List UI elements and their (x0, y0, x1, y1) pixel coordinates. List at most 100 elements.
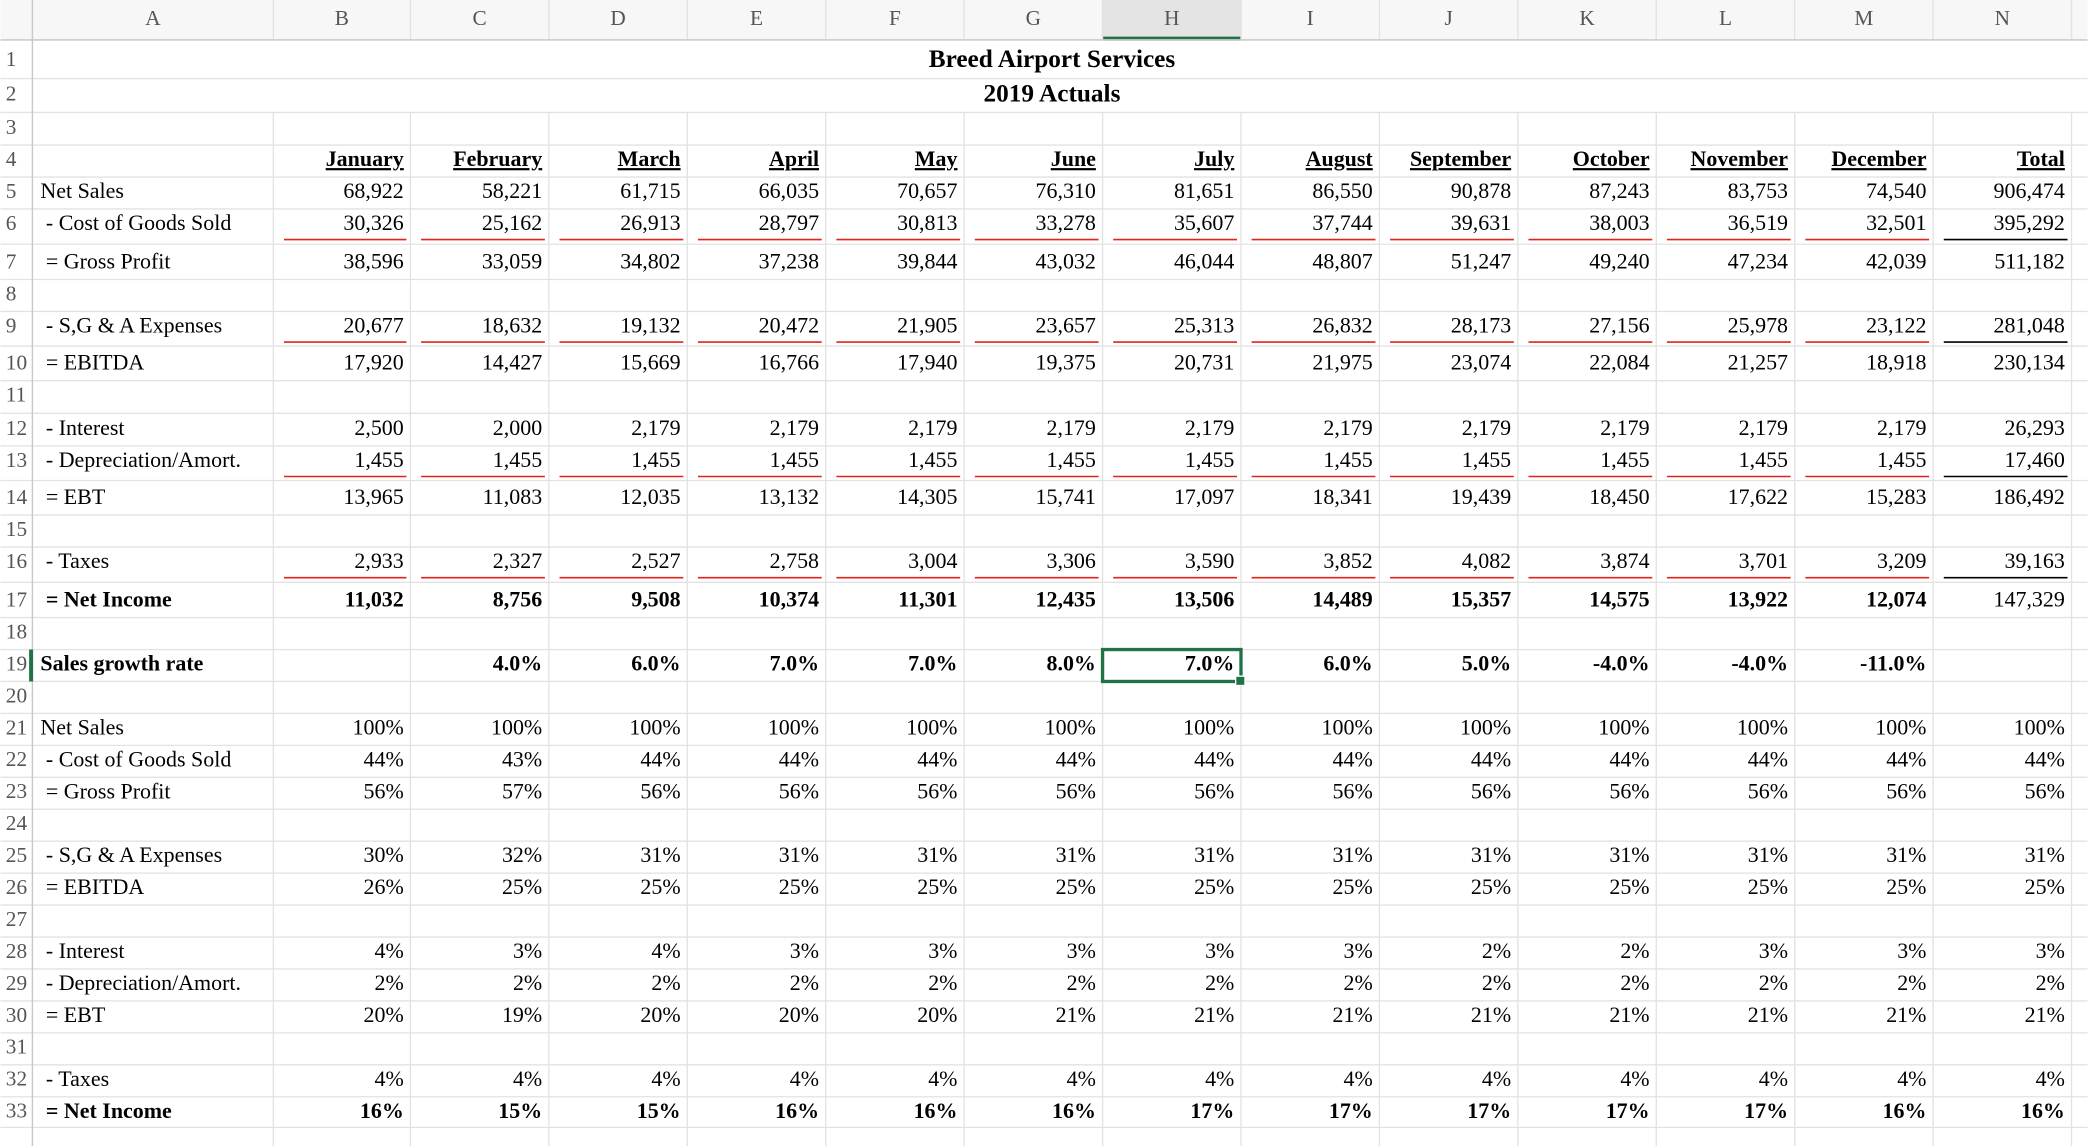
cell-value: 30,813 (897, 210, 957, 235)
cell-value: 21% (1194, 1002, 1234, 1027)
cell-value: 25% (1194, 874, 1234, 899)
cell-value: 9,508 (631, 587, 680, 612)
cell-value: 31% (1471, 842, 1511, 867)
cell-value: 4% (2036, 1066, 2065, 1091)
cell-value: 15,357 (1451, 587, 1511, 612)
cell-value: 100% (1737, 714, 1788, 739)
cell-value: 14,575 (1589, 587, 1649, 612)
cell-value: 100% (1045, 714, 1096, 739)
cell-value: 43,032 (1036, 249, 1096, 274)
cell-value: 25,162 (482, 210, 542, 235)
cell-value: 3% (2036, 938, 2065, 963)
column-header: D (610, 6, 625, 30)
cell-value: 43% (502, 746, 542, 771)
cell-value: 2% (790, 970, 819, 995)
cell-value: 2,527 (631, 548, 680, 573)
cell-value: 2% (1482, 970, 1511, 995)
cell-value: 39,163 (2005, 548, 2065, 573)
cell-value: 14,427 (482, 350, 542, 375)
row-label: Sales growth rate (40, 651, 203, 676)
cell-value: 2,000 (493, 415, 542, 440)
cell-value: 2,500 (354, 415, 403, 440)
cell-value: 37,744 (1312, 210, 1372, 235)
cell-value: 25% (779, 874, 819, 899)
cell-value: 3% (1067, 938, 1096, 963)
cell-value: 3,306 (1047, 548, 1096, 573)
row-number: 23 (6, 779, 27, 803)
cell-value: 3,852 (1323, 548, 1372, 573)
sheet-subtitle: 2019 Actuals (984, 80, 1121, 108)
row-number: 7 (6, 249, 17, 273)
row-number: 8 (6, 281, 17, 305)
cell-value: 17,940 (897, 350, 957, 375)
cell-value: 32% (502, 842, 542, 867)
row-label: - Interest (40, 415, 124, 440)
cell-value: 1,455 (1462, 447, 1511, 472)
cell-value: 100% (353, 714, 404, 739)
cell-value: 11,083 (483, 484, 543, 509)
cell-value: 7.0% (770, 651, 819, 676)
cell-value: 3% (1343, 938, 1372, 963)
cell-value: 6.0% (1323, 651, 1372, 676)
cell-value: 33,278 (1036, 210, 1096, 235)
cell-value: 25,978 (1728, 312, 1788, 337)
cell-value: 15,741 (1036, 484, 1096, 509)
row-number: 14 (6, 485, 28, 509)
cell-value: 11,301 (898, 587, 957, 612)
cell-value: 16,766 (759, 350, 819, 375)
cell-value: 17% (1744, 1098, 1788, 1123)
cell-value: 100% (906, 714, 957, 739)
cell-value: 15,283 (1866, 484, 1926, 509)
cell-value: 31% (1194, 842, 1234, 867)
cell-value: 281,048 (1994, 312, 2065, 337)
cell-value: 25,313 (1174, 312, 1234, 337)
cell-value: 17,097 (1174, 484, 1234, 509)
row-number: 31 (6, 1035, 27, 1059)
cell-value: 3% (928, 938, 957, 963)
cell-value: 4,082 (1462, 548, 1511, 573)
cell-value: 18,341 (1312, 484, 1372, 509)
column-header: E (750, 6, 763, 30)
cell-value: 3,209 (1877, 548, 1926, 573)
cell-value: 44% (1748, 746, 1788, 771)
cell-value: 1,455 (1877, 447, 1926, 472)
row-number: 3 (6, 115, 17, 139)
cell-value: 35,607 (1174, 210, 1234, 235)
cell-value: 3,701 (1739, 548, 1788, 573)
active-column-header (1102, 0, 1241, 40)
cell-value: 2,179 (1877, 415, 1926, 440)
cell-value: 2,327 (493, 548, 542, 573)
cell-value: 56% (1056, 778, 1096, 803)
row-number: 33 (6, 1099, 27, 1123)
column-header: G (1026, 6, 1041, 30)
cell-value: 3,590 (1185, 548, 1234, 573)
row-number: 24 (6, 811, 28, 835)
cell-value: 2% (1897, 970, 1926, 995)
cell-value: 21% (1748, 1002, 1788, 1027)
cell-value: 3,874 (1600, 548, 1649, 573)
cell-value: 100% (1875, 714, 1926, 739)
column-header: B (335, 6, 349, 30)
cell-value: 8.0% (1047, 651, 1096, 676)
cell-value: 14,489 (1312, 587, 1372, 612)
cell-value: 39,631 (1451, 210, 1511, 235)
cell-value: 15% (637, 1098, 681, 1123)
cell-value: 4% (651, 938, 680, 963)
cell-value: 83,753 (1728, 178, 1788, 203)
cell-value: 2% (1343, 970, 1372, 995)
cell-value: 76,310 (1036, 178, 1096, 203)
cell-value: 1,455 (631, 447, 680, 472)
cell-value: 3% (790, 938, 819, 963)
cell-value: 230,134 (1994, 350, 2065, 375)
cell-value: 44% (640, 746, 680, 771)
row-label: = Gross Profit (40, 249, 170, 274)
cell-value: 21% (1609, 1002, 1649, 1027)
cell-value: 4% (375, 938, 404, 963)
column-title: September (1410, 146, 1511, 171)
cell-value: 16% (775, 1098, 819, 1123)
cell-value: 1,455 (1185, 447, 1234, 472)
column-title: February (453, 146, 542, 171)
cell-value: 44% (1056, 746, 1096, 771)
cell-value: 1,455 (493, 447, 542, 472)
